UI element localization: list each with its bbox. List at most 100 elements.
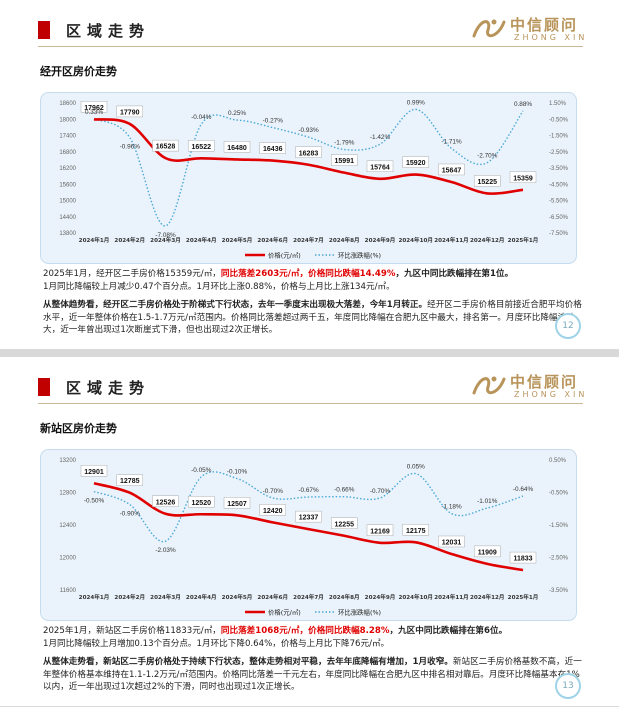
series-line-mom [93,108,524,227]
price-data-label: 15647 [442,167,462,174]
x-axis-tick-label: 2024年8月 [329,593,360,601]
left-axis-tick-label: 16800 [59,150,76,156]
mom-data-label: -2.03% [155,547,176,554]
mom-data-label: -0.70% [263,488,284,495]
x-axis-tick-label: 2024年7月 [293,593,324,601]
price-label-box [80,101,108,113]
price-label-box [223,497,251,509]
price-label-box [331,517,358,529]
price-data-label: 12175 [406,528,426,535]
price-label-box [366,524,394,536]
x-axis-tick-label: 2024年6月 [257,593,288,601]
summary-text: 2025年1月，经开区二手房价格15359元/㎡， [43,269,221,279]
price-data-label: 16528 [156,144,176,151]
price-data-label: 12520 [192,500,212,507]
logo-mark-icon [472,19,506,38]
summary-detail: 1月同比降幅较上月增加0.13个百分点。1月环比下降0.64%，价格与上月比下降… [43,638,390,649]
mom-data-label: 0.88% [514,101,532,108]
legend-label-price: 价格(元/㎡) [268,608,301,617]
right-axis-tick-label: -0.50% [549,491,569,497]
mom-data-label: -0.50% [84,498,105,505]
x-axis-tick-label: 2024年3月 [150,593,181,601]
right-axis-tick-label: -3.50% [549,588,569,594]
header-divider [38,46,583,47]
price-trend-chart: 13200 12800 12400 12000 11600 0.50% -0.50% -1.5… [40,449,577,621]
price-data-label: 16283 [299,150,319,157]
series-line-price [93,117,524,195]
price-label-box [188,140,215,152]
mom-data-label: -0.10% [227,469,248,476]
x-axis-tick-label: 2024年1月 [79,593,110,601]
price-label-box [223,141,251,153]
analysis-lead: 从整体趋势看，经开区二手房价格处于阶梯式下行状态，去年一季度末出现极大落差，今年… [43,300,428,310]
x-axis-tick-label: 2024年9月 [365,236,396,244]
mom-data-label: -0.04% [191,114,212,121]
price-label-box [474,545,501,558]
price-data-label: 16436 [263,146,283,153]
left-axis-tick-label: 15600 [59,182,76,188]
left-axis-tick-label: 15000 [59,199,76,205]
price-trend-chart-svg: 13200 12800 12400 12000 11600 0.50% -0.50% -1.5… [40,449,577,621]
series-line-price [93,482,524,572]
chart-subtitle: 新站区房价走势 [40,422,117,435]
left-axis-tick-label: 18600 [59,101,76,107]
right-axis-tick-label: -7.50% [549,231,569,237]
price-data-label: 12031 [442,539,462,546]
right-axis-tick-label: -5.50% [549,199,569,205]
mom-data-label: -0.90% [120,511,141,518]
x-axis-tick-label: 2024年11月 [434,236,469,244]
right-axis-tick-label: 1.50% [549,101,567,107]
mom-data-label: -0.96% [120,144,141,151]
mom-data-label: -1.79% [334,140,355,147]
x-axis-tick-label: 2024年10月 [398,593,433,601]
mom-data-label: -0.27% [263,118,284,125]
price-label-box [152,495,179,507]
left-axis-tick-label: 16200 [59,166,76,172]
mom-data-label: -0.70% [370,488,391,495]
chart-background [40,449,577,621]
price-data-label: 12255 [335,521,355,528]
slide-jingkai: 区域走势 中信顾问 ZHONG XIN 经开区房价走势 18600 18000 17… [0,0,619,349]
price-label-box [509,171,537,183]
price-data-label: 12420 [263,508,283,515]
slide-xinzhan: 区域走势 中信顾问 ZHONG XIN 新站区房价走势 13200 12800 12… [0,357,619,706]
price-data-label: 15764 [370,164,390,171]
price-label-box [295,146,322,158]
header-accent-bar [38,378,50,396]
analysis-paragraph: 从整体走势看，新站区二手房价格处于持续下行状态，整体走势相对平稳，去年年底降幅有… [43,656,588,694]
x-axis-tick-label: 2025年1月 [508,236,539,244]
price-data-label: 16480 [227,145,247,152]
x-axis-tick-label: 2024年9月 [365,593,396,601]
summary-rank: ，九区中同比跌幅排在第6位。 [389,626,508,636]
price-data-label: 12169 [370,528,390,535]
price-data-label: 12507 [227,501,247,508]
price-label-box [331,154,358,166]
left-axis-tick-label: 17400 [59,134,76,140]
x-axis-tick-label: 2024年4月 [186,236,217,244]
right-axis-tick-label: -0.50% [549,117,569,123]
right-axis-tick-label: -4.50% [549,182,569,188]
right-axis-tick-label: -3.50% [549,166,569,172]
logo-text-en: ZHONG XIN [514,390,588,399]
mom-data-label: 0.05% [407,464,425,471]
right-axis-tick-label: -1.50% [549,523,569,529]
price-label-box [474,175,501,187]
summary-detail: 1月同比降幅较上月减少0.47个百分点。1月环比上涨0.88%，价格与上月比上涨… [43,281,395,292]
price-data-label: 16522 [192,144,212,151]
x-axis-tick-label: 2025年1月 [508,593,539,601]
x-axis-tick-label: 2024年3月 [150,236,181,244]
analysis-text: 经开区二手房价格目前接近合肥平均价格水平，近一年整体价格在1.5-1.7万元/㎡… [43,300,582,335]
summary-highlight: 同比落差2603元/㎡，价格同比跌幅14.49% [220,269,396,279]
mom-data-label: -0.67% [298,487,319,494]
mom-data-label: -0.64% [513,486,534,493]
x-axis-tick-label: 2024年11月 [434,593,469,601]
left-axis-tick-label: 12000 [59,556,76,562]
mom-data-label: -1.01% [477,498,498,505]
right-axis-tick-label: -6.50% [549,215,569,221]
series-line-mom [93,471,524,543]
price-data-label: 12337 [299,515,319,522]
summary-paragraph: 2025年1月，新站区二手房价格11833元/㎡，同比落差1068元/㎡，价格同… [43,625,588,650]
price-label-box [366,160,394,173]
mom-data-label: 0.25% [228,110,246,117]
x-axis-tick-label: 2024年5月 [222,593,253,601]
